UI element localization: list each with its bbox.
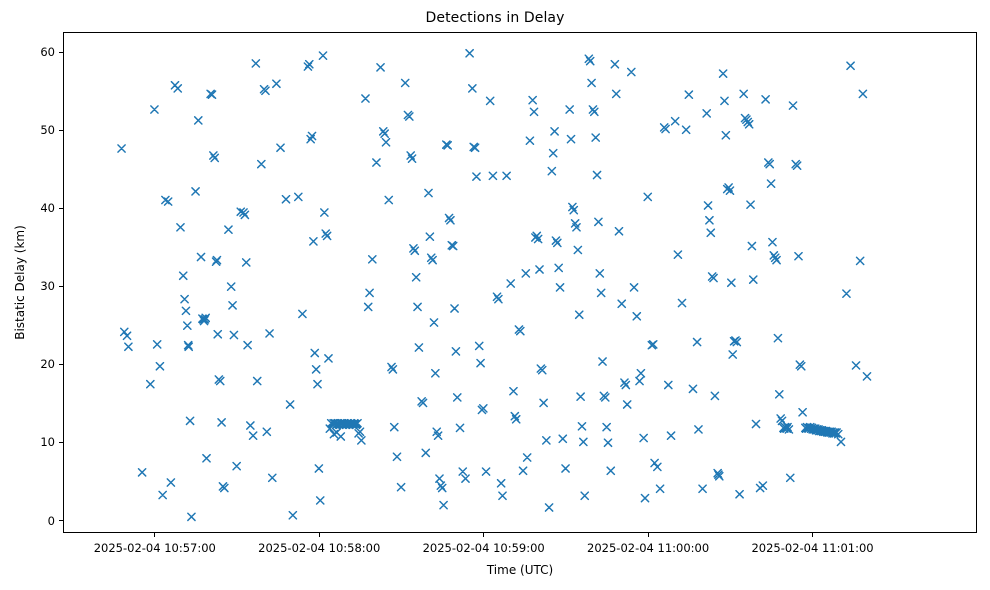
y-tick-mark bbox=[59, 363, 63, 365]
x-tick-mark bbox=[318, 533, 320, 537]
x-tick-label: 2025-02-04 11:00:00 bbox=[587, 541, 710, 555]
y-tick-mark bbox=[59, 129, 63, 131]
y-tick-label: 0 bbox=[47, 513, 55, 528]
x-tick-label: 2025-02-04 10:59:00 bbox=[422, 541, 545, 555]
x-tick-label: 2025-02-04 10:57:00 bbox=[93, 541, 216, 555]
scatter-points bbox=[117, 48, 872, 522]
y-tick-label: 20 bbox=[40, 357, 55, 372]
x-tick-mark bbox=[483, 533, 485, 537]
y-tick-mark bbox=[59, 441, 63, 444]
y-tick-label: 40 bbox=[40, 201, 55, 216]
x-tick-mark bbox=[154, 533, 156, 537]
y-tick-label: 10 bbox=[40, 435, 55, 450]
y-tick-label: 50 bbox=[40, 123, 55, 138]
y-tick-mark bbox=[59, 519, 63, 522]
x-tick-label: 2025-02-04 10:58:00 bbox=[258, 541, 381, 555]
plot-area bbox=[63, 32, 977, 533]
chart-title: Detections in Delay bbox=[425, 10, 565, 26]
x-tick-mark bbox=[812, 533, 814, 537]
y-tick-label: 30 bbox=[40, 279, 55, 294]
y-tick-mark bbox=[59, 51, 63, 53]
y-tick-mark bbox=[59, 285, 63, 287]
y-tick-mark bbox=[59, 207, 63, 209]
y-tick-label: 60 bbox=[40, 45, 55, 60]
x-tick-label: 2025-02-04 11:01:00 bbox=[751, 541, 874, 555]
x-tick-mark bbox=[647, 533, 649, 537]
x-axis-label: Time (UTC) bbox=[486, 563, 554, 577]
scatter-series bbox=[117, 48, 872, 522]
